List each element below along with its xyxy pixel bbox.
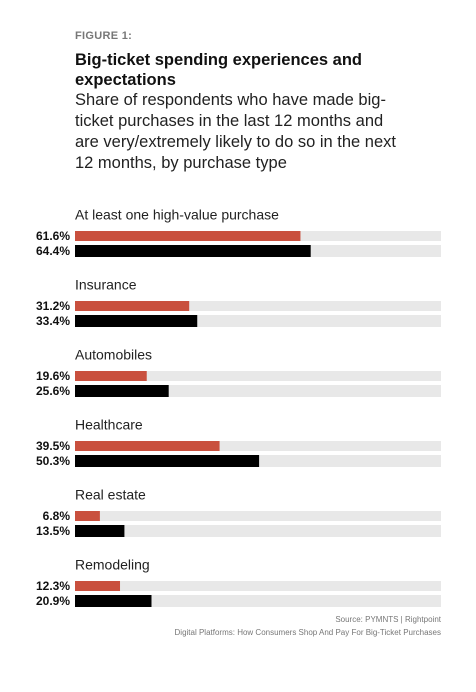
value-label: 12.3% (36, 579, 70, 593)
bar (75, 385, 169, 397)
bar-track (75, 581, 441, 591)
category-label: Healthcare (75, 417, 143, 433)
chart-title: Big-ticket spending experiences and expe… (75, 51, 362, 89)
value-label: 25.6% (36, 384, 70, 398)
category-label: At least one high-value purchase (75, 207, 279, 223)
bar (75, 441, 220, 451)
bar (75, 245, 311, 257)
bar (75, 595, 152, 607)
value-label: 39.5% (36, 439, 70, 453)
value-label: 13.5% (36, 524, 70, 538)
bar (75, 315, 198, 327)
bar (75, 525, 125, 537)
bar (75, 371, 147, 381)
bar (75, 301, 190, 311)
category-label: Remodeling (75, 557, 150, 573)
chart-subtitle: Share of respondents who have made big-t… (75, 91, 396, 172)
bar (75, 455, 260, 467)
bar-track (75, 301, 441, 311)
bar (75, 581, 121, 591)
category-label: Insurance (75, 277, 137, 293)
bar (75, 231, 301, 241)
source: Source: PYMNTS | Rightpoint (335, 615, 441, 624)
value-label: 31.2% (36, 299, 70, 313)
value-label: 20.9% (36, 594, 70, 608)
bar-track (75, 511, 441, 521)
value-label: 6.8% (43, 509, 71, 523)
category-label: Automobiles (75, 347, 152, 363)
note: Digital Platforms: How Consumers Shop An… (175, 628, 441, 637)
bar-track (75, 595, 441, 607)
value-label: 19.6% (36, 369, 70, 383)
figure-label: FIGURE 1: (75, 30, 133, 42)
value-label: 61.6% (36, 229, 70, 243)
value-label: 50.3% (36, 454, 70, 468)
bar (75, 511, 100, 521)
bar-track (75, 525, 441, 537)
bar-track (75, 371, 441, 381)
value-label: 64.4% (36, 244, 70, 258)
category-label: Real estate (75, 487, 146, 503)
bar-track (75, 441, 441, 451)
value-label: 33.4% (36, 314, 70, 328)
header: FIGURE 1: Big-ticket spending experience… (75, 30, 415, 174)
